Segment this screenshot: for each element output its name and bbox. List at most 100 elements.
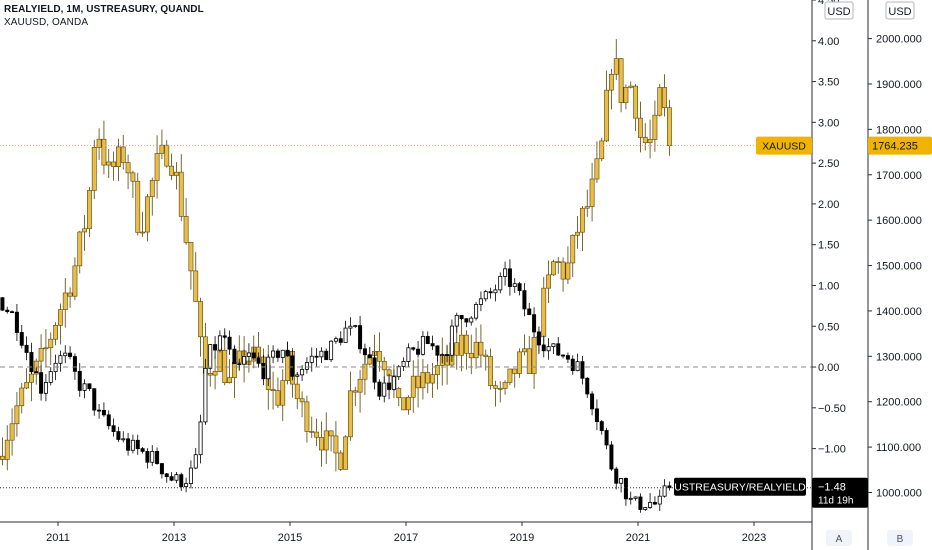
xauusd-candle	[589, 178, 595, 207]
xauusd-candle	[38, 348, 44, 362]
xauusd-candle	[638, 117, 643, 138]
realyield-candle	[420, 335, 425, 355]
xauusd-candle	[425, 372, 431, 384]
xauusd-candle	[270, 389, 276, 391]
axis-a-unit: USD	[827, 6, 850, 18]
realyield-candle	[512, 283, 517, 287]
xauusd-candle	[164, 144, 170, 167]
xauusd-candle	[91, 147, 97, 191]
realyield-candle	[24, 344, 29, 353]
axis-b-tick-label: 1000.000	[876, 487, 922, 499]
xauusd-candle	[116, 146, 121, 167]
xauusd-candle	[212, 371, 218, 376]
realyield-candle	[532, 314, 537, 333]
xauusd-candle	[4, 439, 10, 460]
realyield-candle	[594, 408, 599, 423]
axis-b-tick-label: 1100.000	[876, 442, 921, 454]
time-tick-label: 2013	[162, 532, 186, 544]
xauusd-candle	[304, 401, 310, 432]
xauusd-candle	[478, 341, 484, 356]
realyield-candle	[445, 354, 450, 356]
xauusd-candle	[87, 190, 92, 230]
xauusd-candle	[502, 382, 508, 389]
realyield-candle	[121, 438, 126, 441]
axis-a-tick-label: 0.00	[818, 362, 839, 374]
realyield-candle	[19, 332, 24, 346]
xauusd-candle	[473, 341, 479, 359]
realyield-name-tag	[674, 477, 806, 496]
realyield-candle	[498, 276, 503, 291]
xauusd-candle	[135, 180, 141, 233]
axis-panel	[812, 0, 932, 550]
realyield-candle	[493, 289, 498, 294]
xauusd-candle	[101, 138, 107, 166]
xauusd-candle	[309, 431, 315, 433]
realyield-candle	[14, 311, 19, 333]
realyield-candle	[599, 421, 604, 431]
xauusd-candle	[357, 378, 363, 393]
realyield-candle	[169, 476, 174, 481]
realyield-candle	[488, 291, 493, 294]
scale-b-button	[887, 530, 913, 546]
xauusd-candle	[294, 383, 300, 400]
realyield-price-tag-label: −1.48	[818, 482, 846, 494]
xauusd-candle	[633, 85, 638, 119]
xauusd-candle	[207, 373, 213, 376]
realyield-candle	[97, 409, 102, 412]
realyield-candles	[0, 259, 672, 513]
realyield-candle	[333, 338, 338, 342]
realyield-candle	[63, 352, 68, 357]
realyield-candle	[68, 352, 73, 357]
realyield-candle	[150, 450, 155, 463]
xauusd-price-tag-label: 1764.235	[872, 141, 918, 153]
xauusd-candle	[642, 137, 648, 143]
xauusd-candle	[323, 430, 329, 451]
realyield-candle	[367, 354, 372, 359]
xauusd-candle	[348, 390, 353, 438]
realyield-candle	[256, 357, 261, 364]
realyield-candle	[5, 309, 10, 313]
realyield-candle	[106, 414, 111, 427]
axis-b-tick-label: 1200.000	[876, 397, 922, 409]
time-tick-label: 2015	[278, 532, 302, 544]
xauusd-candle	[67, 292, 73, 297]
realyield-candle	[314, 355, 319, 358]
xauusd-candle	[497, 387, 503, 390]
realyield-candle	[29, 352, 34, 373]
xauusd-candle	[430, 374, 435, 384]
xauusd-candle	[551, 261, 556, 276]
realyield-candle	[585, 377, 590, 395]
xauusd-candle	[328, 430, 334, 437]
realyield-candle	[43, 382, 48, 394]
xauusd-candle	[459, 334, 464, 356]
realyield-candle	[416, 348, 421, 355]
xauusd-candle	[662, 87, 667, 108]
time-tick-label: 2023	[742, 532, 766, 544]
realyield-candle	[575, 361, 580, 372]
axis-a-tick-label: 1.00	[818, 280, 839, 292]
realyield-candle	[643, 507, 648, 510]
xauusd-candle	[169, 165, 174, 176]
time-tick-label: 2017	[394, 532, 418, 544]
xauusd-candle	[48, 338, 54, 349]
xauusd-candle	[406, 396, 411, 411]
xauusd-candle	[154, 153, 160, 181]
xauusd-candle	[145, 196, 150, 233]
scale-a-button-label: A	[836, 534, 843, 545]
axis-b-tick-label: 1300.000	[876, 351, 922, 363]
realyield-candle	[430, 343, 435, 347]
chart-subtitle: XAUUSD, OANDA	[4, 17, 89, 28]
xauusd-candle	[111, 161, 116, 167]
realyield-candle	[266, 356, 271, 380]
realyield-candle	[222, 335, 227, 338]
realyield-candle	[377, 381, 382, 397]
realyield-candle	[261, 362, 266, 380]
realyield-candle	[285, 349, 290, 357]
realyield-countdown: 11d 19h	[818, 496, 853, 507]
axis-a-tick-label: 2.00	[818, 199, 839, 211]
realyield-candle	[338, 338, 343, 343]
realyield-candle	[440, 354, 445, 356]
realyield-candle	[111, 425, 116, 432]
xauusd-candle	[575, 231, 580, 236]
realyield-price-tag	[812, 477, 868, 508]
